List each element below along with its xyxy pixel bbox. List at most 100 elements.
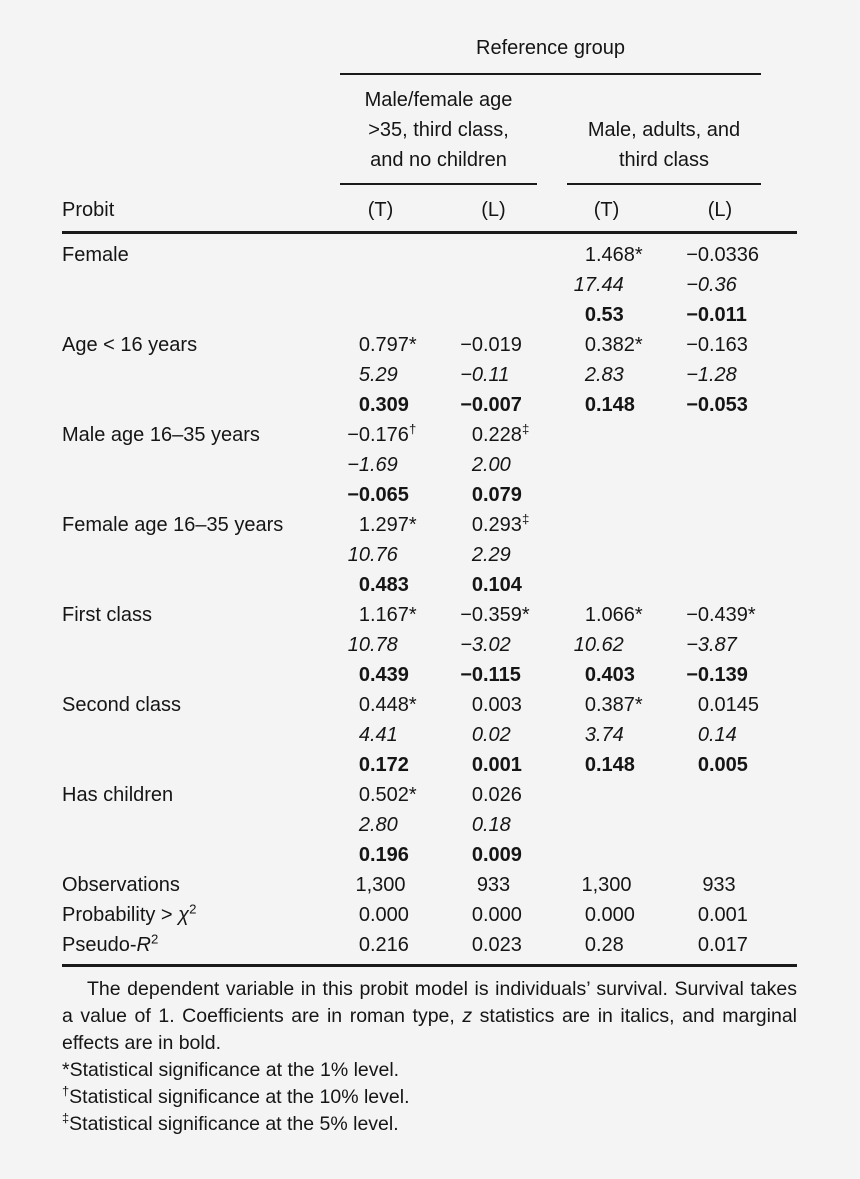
value-cell: 0.448* (358, 694, 417, 716)
value-cell (663, 570, 797, 600)
value-cell: 0.009 (471, 844, 522, 866)
table-row: First class 1.167* −0.359* 1.066* −0.439… (62, 600, 797, 630)
value-cell (324, 270, 437, 300)
value-cell: −1.69 (347, 454, 398, 476)
row-label (62, 360, 324, 390)
row-label (62, 270, 324, 300)
table-body: Female 1.468* −0.0336 17.44 −0.36 0.53 −… (62, 240, 797, 960)
value-cell (663, 480, 797, 510)
table-row: 5.29 −0.11 2.83 −1.28 (62, 360, 797, 390)
table-row: 0.196 0.009 (62, 840, 797, 870)
value-cell (324, 300, 437, 330)
row-label: Age < 16 years (62, 334, 198, 356)
value-cell: 0.000 (358, 904, 409, 926)
row-label (62, 390, 324, 420)
table-row: 10.78 −3.02 10.62 −3.87 (62, 630, 797, 660)
value-cell: −0.115 (460, 664, 521, 686)
value-cell: 0.001 (471, 754, 522, 776)
row-label (62, 810, 324, 840)
value-cell: 0.382* (584, 334, 643, 356)
value-cell (663, 780, 797, 810)
value-cell: −0.011 (686, 304, 747, 326)
value-cell (663, 510, 797, 540)
value-cell: 0.148 (584, 394, 635, 416)
table-row: Pseudo-R2 0.216 0.023 0.28 0.017 (62, 930, 797, 960)
value-cell: 0.28 (584, 934, 624, 956)
value-cell: −0.439* (686, 604, 756, 626)
value-cell: −0.359* (460, 604, 530, 626)
value-cell: 0.502* (358, 784, 417, 806)
value-cell: 1.167* (358, 604, 417, 626)
table-row: Female 1.468* −0.0336 (62, 240, 797, 270)
value-cell (663, 810, 797, 840)
row-label (62, 480, 324, 510)
value-cell: 0.483 (358, 574, 409, 596)
row-label: First class (62, 604, 152, 626)
column-header: (L) (707, 199, 733, 221)
row-label (62, 750, 324, 780)
stub-header: Probit (62, 199, 115, 221)
value-cell: 0.172 (358, 754, 409, 776)
value-cell: 1.468* (584, 244, 643, 266)
value-cell: 0.003 (471, 694, 522, 716)
row-label: Female age 16–35 years (62, 514, 284, 536)
value-cell (550, 570, 663, 600)
value-cell: 0.797* (358, 334, 417, 356)
value-cell: 0.403 (584, 664, 635, 686)
value-cell: 1,300 (581, 874, 632, 896)
row-label: Second class (62, 694, 181, 716)
value-cell (663, 540, 797, 570)
row-label (62, 450, 324, 480)
value-cell: 2.80 (358, 814, 398, 836)
row-label (62, 300, 324, 330)
value-cell: 1.297* (358, 514, 417, 536)
table-row: 0.439 −0.115 0.403 −0.139 (62, 660, 797, 690)
table-row: Age < 16 years 0.797* −0.019 0.382* −0.1… (62, 330, 797, 360)
value-cell: 0.14 (697, 724, 737, 746)
table-row: 0.483 0.104 (62, 570, 797, 600)
row-label: Observations (62, 874, 180, 896)
value-cell: 10.62 (573, 634, 624, 656)
value-cell: 0.023 (471, 934, 522, 956)
value-cell: 0.001 (697, 904, 748, 926)
group-header-line: third class (618, 149, 710, 171)
table-row: Observations 1,300 933 1,300 933 (62, 870, 797, 900)
value-cell (550, 510, 663, 540)
value-cell: 0.148 (584, 754, 635, 776)
value-cell (550, 840, 663, 870)
table-row: Male age 16–35 years −0.176† 0.228‡ (62, 420, 797, 450)
table-row: Female age 16–35 years 1.297* 0.293‡ (62, 510, 797, 540)
group-header-row: Male/female age >35, third class, and no… (62, 85, 797, 185)
value-cell (550, 450, 663, 480)
spanner-row: Reference group (62, 36, 797, 75)
table-row: −0.065 0.079 (62, 480, 797, 510)
row-label: Pseudo-R2 (62, 931, 159, 956)
value-cell: −0.36 (686, 274, 737, 296)
value-cell: −0.019 (460, 334, 522, 356)
value-cell (550, 420, 663, 450)
value-cell: 4.41 (358, 724, 398, 746)
table-row: 10.76 2.29 (62, 540, 797, 570)
value-cell: 10.78 (347, 634, 398, 656)
reference-group-header: Reference group (340, 36, 761, 75)
column-label-row: Probit (T) (L) (T) (L) (62, 195, 797, 225)
value-cell: 0.387* (584, 694, 643, 716)
value-cell: 0.017 (697, 934, 748, 956)
table-row: 0.53 −0.011 (62, 300, 797, 330)
value-cell: 0.439 (358, 664, 409, 686)
row-label (62, 660, 324, 690)
value-cell (663, 420, 797, 450)
value-cell: 0.079 (471, 484, 522, 506)
value-cell: −0.0336 (686, 244, 760, 266)
value-cell: −0.163 (686, 334, 748, 356)
value-cell (663, 840, 797, 870)
value-cell: 1.066* (584, 604, 643, 626)
row-label: Has children (62, 784, 174, 806)
value-cell: 2.00 (471, 454, 511, 476)
header-rule (62, 231, 797, 234)
value-cell: −3.87 (686, 634, 737, 656)
value-cell: 0.196 (358, 844, 409, 866)
row-label (62, 720, 324, 750)
group-header-line: Male, adults, and (587, 119, 741, 141)
value-cell (437, 240, 550, 270)
